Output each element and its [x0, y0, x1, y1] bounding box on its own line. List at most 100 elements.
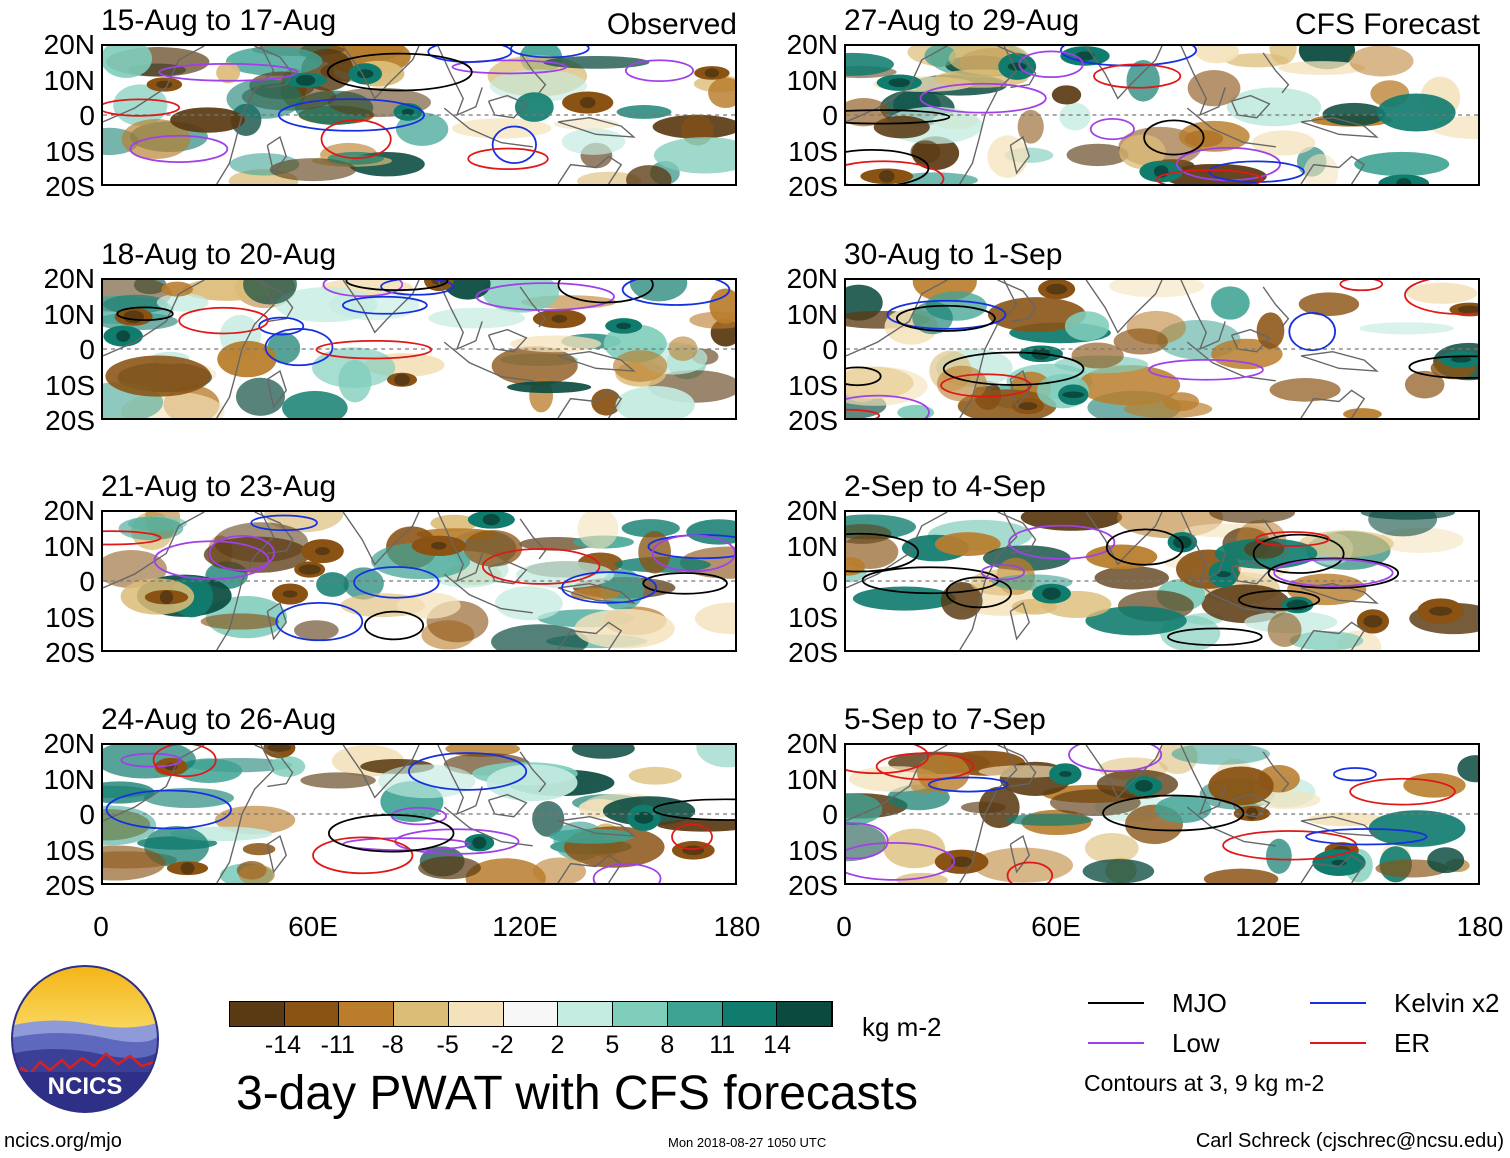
- colorbar: [229, 1001, 833, 1027]
- er-contour: [1339, 280, 1384, 292]
- coastline: [997, 512, 1037, 555]
- lat-tick-label: 10N: [786, 298, 838, 330]
- coastline: [997, 46, 1037, 89]
- pwat-anomaly-blob: [103, 550, 167, 589]
- er-contour: [1006, 861, 1054, 883]
- coastline: [1186, 806, 1276, 847]
- pwat-anomaly-blob: [616, 105, 672, 119]
- coastline: [103, 46, 205, 123]
- lon-tick-label: 60E: [288, 911, 338, 942]
- footer-url[interactable]: ncics.org/mjo: [4, 1130, 122, 1152]
- colorbar-label: 2: [550, 1031, 565, 1059]
- coastline: [254, 512, 294, 555]
- pwat-anomaly-blob: [696, 745, 735, 768]
- colorbar-label: -11: [320, 1031, 355, 1059]
- pwat-anomaly-blob: [1303, 153, 1339, 184]
- coastline: [1262, 52, 1290, 94]
- pwat-anomaly-core: [616, 322, 632, 330]
- pwat-map-panel: [101, 510, 737, 652]
- pwat-map-panel: [101, 278, 737, 420]
- coastline: [1300, 389, 1366, 418]
- lat-tick-label: 10S: [45, 369, 95, 401]
- pwat-anomaly-blob: [243, 280, 297, 305]
- lon-tick-label: 0: [836, 911, 852, 942]
- coastline: [342, 512, 420, 566]
- coastline: [1300, 155, 1366, 184]
- pwat-anomaly-blob: [1359, 322, 1454, 335]
- er-contour: [315, 339, 433, 360]
- pwat-anomaly-blob: [269, 158, 357, 182]
- pwat-anomaly-core: [1007, 62, 1027, 71]
- pwat-anomaly-blob: [628, 766, 682, 785]
- coastline: [1186, 573, 1276, 614]
- pwat-anomaly-blob: [577, 171, 642, 184]
- coastline: [557, 389, 623, 418]
- pwat-anomaly-blob: [1269, 46, 1297, 65]
- colorbar-swatch: [284, 1002, 340, 1026]
- coastline: [1180, 512, 1226, 583]
- er-contour: [1093, 63, 1182, 89]
- footer-timestamp: Mon 2018-08-27 1050 UTC: [668, 1135, 827, 1150]
- kelvin-contour: [491, 125, 537, 164]
- pwat-anomaly-blob: [282, 390, 348, 418]
- coastline: [1300, 351, 1379, 372]
- lat-tick-label: 10N: [786, 64, 838, 96]
- pwat-anomaly-blob: [1298, 292, 1360, 316]
- pwat-anomaly-blob: [491, 624, 589, 650]
- coastline: [519, 52, 547, 94]
- pwat-anomaly-blob: [1307, 812, 1384, 827]
- er-contour: [846, 745, 930, 775]
- coastline: [557, 816, 636, 837]
- mjo-contour: [895, 304, 996, 332]
- pwat-map-panel: [101, 44, 737, 186]
- pwat-anomaly-core: [1216, 571, 1232, 578]
- pwat-anomaly-core: [1045, 283, 1068, 295]
- pwat-anomaly-core: [156, 80, 173, 89]
- pwat-anomaly-blob: [1163, 392, 1200, 412]
- coastline: [1085, 512, 1163, 566]
- pwat-anomaly-blob: [1457, 755, 1478, 783]
- legend-note: Contours at 3, 9 kg m-2: [1084, 1070, 1325, 1096]
- pwat-anomaly-core: [282, 590, 298, 598]
- kelvin-contour: [264, 328, 334, 367]
- er-contour: [152, 745, 217, 778]
- pwat-anomaly-blob: [428, 307, 526, 329]
- pwat-anomaly-blob: [1078, 365, 1181, 406]
- lon-tick-label: 120E: [1235, 911, 1301, 942]
- colorbar-label: -14: [264, 1031, 301, 1059]
- pwat-anomaly-blob: [912, 301, 953, 335]
- pwat-anomaly-blob: [293, 620, 339, 641]
- low-contour: [1273, 558, 1394, 587]
- er-contour: [846, 408, 881, 418]
- pwat-anomaly-blob: [532, 801, 565, 837]
- pwat-anomaly-core: [1331, 859, 1347, 866]
- legend-swatch: [1088, 1002, 1144, 1004]
- coastline: [1262, 286, 1290, 328]
- legend-swatch: [1088, 1042, 1144, 1044]
- pwat-anomaly-blob: [506, 381, 592, 394]
- pwat-anomaly-core: [888, 78, 911, 88]
- coastline: [519, 286, 547, 328]
- coastline: [1085, 745, 1163, 799]
- coastline: [266, 135, 288, 175]
- pwat-anomaly-blob: [1195, 46, 1239, 64]
- coastline: [1009, 135, 1031, 175]
- pwat-anomaly-blob: [978, 765, 1071, 778]
- mjo-contour: [1105, 528, 1184, 566]
- coastline: [1180, 280, 1226, 351]
- lat-tick-label: 10S: [45, 834, 95, 866]
- low-contour: [153, 540, 270, 580]
- colorbar-units: kg m-2: [862, 1012, 942, 1042]
- colorbar-swatch: [558, 1002, 614, 1026]
- coastline: [1262, 751, 1290, 793]
- pwat-anomaly-core: [298, 564, 321, 575]
- legend-label: ER: [1394, 1028, 1431, 1058]
- low-contour: [451, 59, 568, 75]
- coastline: [997, 280, 1037, 323]
- pwat-anomaly-blob: [1269, 378, 1341, 402]
- pwat-anomaly-blob: [960, 801, 1006, 814]
- er-contour: [1155, 169, 1263, 184]
- pwat-anomaly-blob: [571, 745, 635, 759]
- lat-tick-label: 20S: [45, 637, 95, 668]
- coastline: [1230, 560, 1271, 585]
